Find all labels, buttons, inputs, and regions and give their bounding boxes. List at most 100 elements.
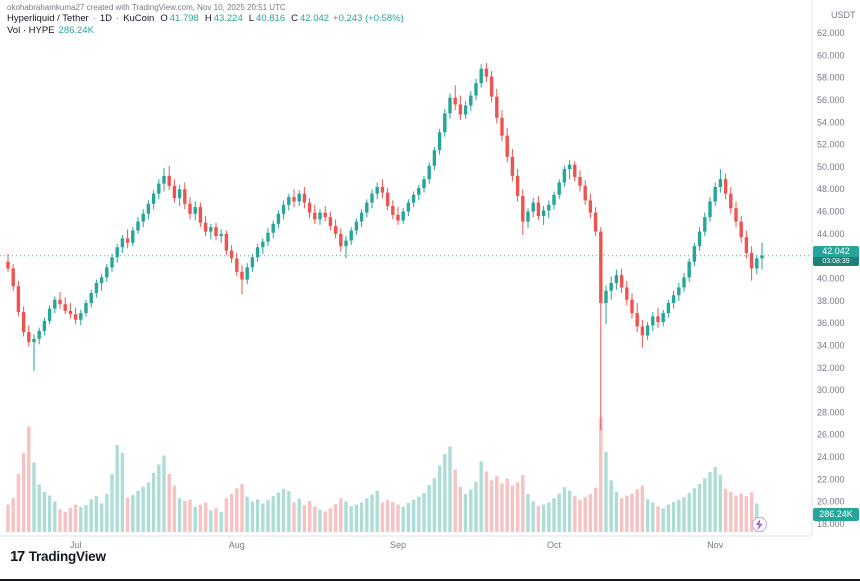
candle-body [489,76,494,97]
volume-bar [125,497,130,532]
candle-body [105,267,109,278]
volume-bar [313,506,317,532]
candle-body [235,258,239,272]
candle-body [422,179,426,189]
price-tick-label: 26.000 [817,430,845,440]
candle-body [432,150,437,166]
open-value: 41.798 [169,13,199,24]
volume-bar [32,462,36,532]
candle-body [250,257,255,268]
volume-bar [729,491,733,532]
volume-label[interactable]: Vol · HYPE [7,25,55,36]
candle-body [281,204,286,214]
time-axis-label: Oct [547,540,562,550]
volume-bar [583,497,587,532]
candle-body [536,202,541,217]
candle-body [266,232,270,242]
volume-bar [105,494,109,532]
candle-body [188,203,192,214]
volume-bar [417,496,421,532]
candle-body [609,282,613,291]
candle-body [240,271,244,280]
last-price-value: 42.042 [822,245,850,256]
attribution-text: okohabrahamkuma27 created with TradingVi… [7,3,286,12]
volume-bar [318,509,322,532]
tradingview-logo[interactable]: 17 TradingView [10,548,106,565]
price-tick-label: 46.000 [817,207,845,217]
candle-body [645,325,650,336]
candle-body [484,68,489,77]
volume-bar [240,483,244,532]
time-axis-label: Nov [707,540,724,550]
candle-body [526,211,530,222]
candle-body [744,237,749,253]
candle-body [474,83,478,96]
volume-bar [614,491,619,532]
volume-bar [713,467,717,532]
volume-bar [344,501,348,532]
price-tick-label: 36.000 [817,318,845,328]
candle-body [214,227,218,237]
candle-body [21,311,26,333]
volume-bar [630,493,634,532]
volume-bar [495,476,499,532]
volume-bar [469,489,473,532]
volume-badge: 286.24K [813,507,859,521]
volume-bar [136,490,140,532]
candle-body [370,193,374,203]
candle-body [229,250,234,259]
volume-bar [255,499,260,532]
interval-selector[interactable]: 1D [99,13,113,24]
volume-bar [567,490,572,532]
volume-bar [515,482,520,532]
candle-body [307,202,312,213]
volume-bar [307,500,312,532]
candle-body [47,308,52,321]
candle-body [692,246,697,262]
last-price-badge: 42.042 03:08:39 [813,245,859,266]
candle-body [739,221,743,238]
candle-body [443,113,447,133]
volume-bar [209,510,213,532]
volume-bar [151,472,156,532]
candle-body [458,104,463,115]
candle-body [547,204,551,211]
candle-body [120,238,125,248]
price-tick-label: 32.000 [817,363,845,373]
candle-body [339,233,343,247]
volume-bar [562,487,567,532]
volume-bar [370,494,374,532]
price-tick-label: 62.000 [817,28,845,38]
symbol-name[interactable]: Hyperliquid / Tether [7,13,89,24]
candle-body [261,241,265,248]
candle-body [297,193,301,202]
volume-bar [58,509,62,532]
volume-bar [380,502,385,532]
volume-bar [651,502,655,532]
candle-body [411,194,416,203]
candle-body [625,287,629,300]
price-tick-label: 20.000 [817,497,845,507]
candle-body [183,189,187,204]
time-axis-label: Jul [70,540,82,550]
volume-bar [625,495,629,532]
volume-bar [302,505,307,532]
candle-body [718,179,723,187]
price-tick-label: 52.000 [817,140,845,150]
volume-bar [47,495,52,532]
candle-body [94,282,99,294]
volume-bar [484,471,489,532]
change-value: +0.243 (+0.58%) [333,13,404,24]
candle-body [359,212,364,222]
candle-body [703,217,707,232]
volume-bar [718,475,723,532]
volume-bar [635,489,639,532]
volume-bar [271,496,275,532]
candle-body [37,330,41,339]
instant-trade-button[interactable] [752,517,767,532]
volume-bar [396,504,400,532]
candle-body [245,267,249,280]
volume-bar [276,492,281,532]
